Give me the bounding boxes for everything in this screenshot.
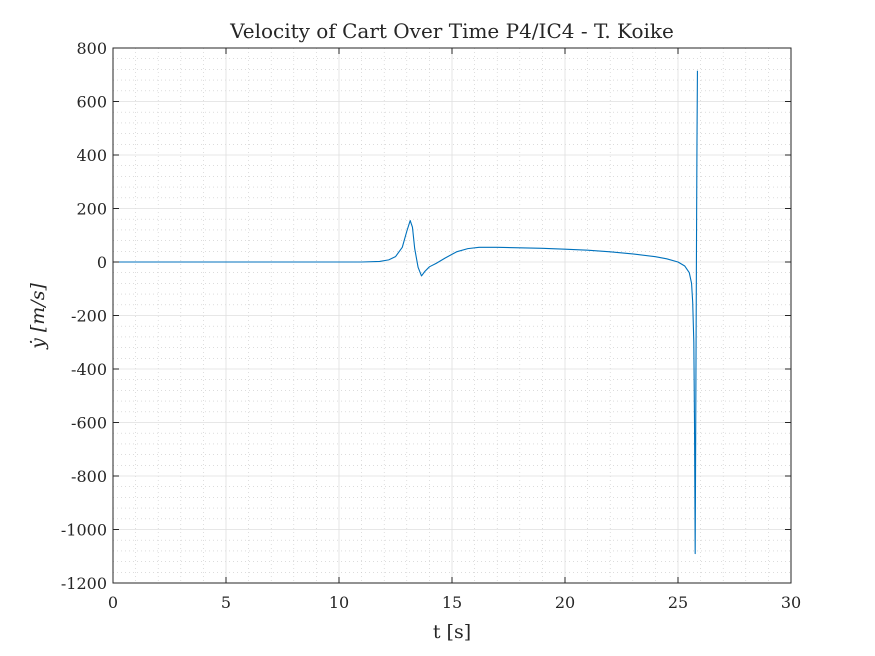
y-tick-labels: 800 600 400 200 0 -200 -400 -600 -800 -1000 -1200 — [61, 39, 107, 593]
x-tick-label: 30 — [781, 593, 801, 612]
chart-title: Velocity of Cart Over Time P4/IC4 - T. K… — [229, 19, 674, 43]
x-tick-label: 10 — [329, 593, 349, 612]
y-tick-label: 200 — [76, 200, 107, 219]
x-tick-label: 5 — [221, 593, 231, 612]
y-tick-label: -400 — [71, 360, 107, 379]
y-tick-label: -200 — [71, 307, 107, 326]
y-tick-label: 800 — [76, 39, 107, 58]
x-tick-label: 0 — [108, 593, 118, 612]
x-axis-label: t [s] — [433, 621, 471, 643]
x-tick-label: 15 — [442, 593, 462, 612]
x-tick-label: 25 — [668, 593, 688, 612]
y-tick-label: 600 — [76, 93, 107, 112]
x-tick-labels: 0 5 10 15 20 25 30 — [108, 593, 801, 612]
series-line-0 — [113, 70, 698, 555]
y-axis-label: ẏ [m/s] — [27, 283, 49, 350]
y-tick-label: -800 — [71, 467, 107, 486]
series-layer — [113, 70, 698, 555]
y-tick-label: -600 — [71, 414, 107, 433]
y-tick-label: 400 — [76, 146, 107, 165]
y-tick-label: 0 — [97, 253, 107, 272]
x-tick-label: 20 — [555, 593, 575, 612]
tick-marks — [112, 47, 792, 584]
y-tick-label: -1000 — [61, 521, 107, 540]
y-tick-label: -1200 — [61, 574, 107, 593]
